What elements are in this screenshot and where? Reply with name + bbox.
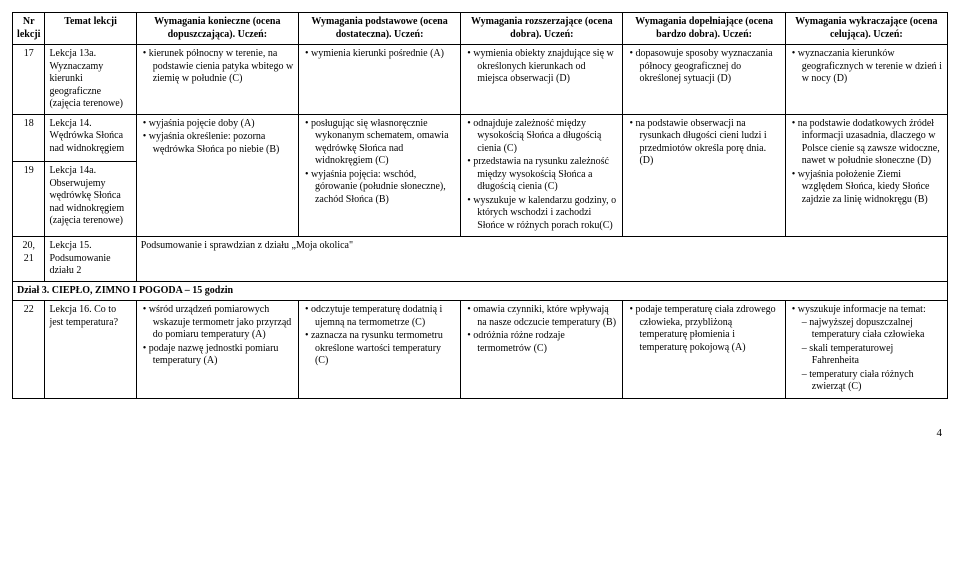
header-konieczne: Wymagania konieczne (ocena dopuszczająca… [136, 13, 298, 45]
requirements-table: Nr lekcji Temat lekcji Wymagania koniecz… [12, 12, 948, 399]
header-nr: Nr lekcji [13, 13, 45, 45]
cell-summary: Podsumowanie i sprawdzian z działu „Moja… [136, 237, 947, 282]
row-17: 17 Lekcja 13a. Wyznaczamy kierunki geogr… [13, 45, 948, 115]
header-temat: Temat lekcji [45, 13, 136, 45]
cell-temat: Lekcja 14a. Obserwujemy wędrówkę Słońca … [45, 162, 136, 237]
cell-ro: odnajduje zależność między wysokością Sł… [461, 114, 623, 237]
cell-nr: 20, 21 [13, 237, 45, 282]
section-label: Dział 3. CIEPŁO, ZIMNO I POGODA – 15 god… [13, 281, 948, 301]
row-22: 22 Lekcja 16. Co to jest temperatura? wś… [13, 301, 948, 399]
cell-temat: Lekcja 15. Podsumowanie działu 2 [45, 237, 136, 282]
cell-p: wymienia kierunki pośrednie (A) [298, 45, 460, 115]
row-2021: 20, 21 Lekcja 15. Podsumowanie działu 2 … [13, 237, 948, 282]
row-18: 18 Lekcja 14. Wędrówka Słońca nad widnok… [13, 114, 948, 162]
row-section3: Dział 3. CIEPŁO, ZIMNO I POGODA – 15 god… [13, 281, 948, 301]
cell-ro: wymienia obiekty znajdujące się w określ… [461, 45, 623, 115]
cell-nr: 18 [13, 114, 45, 162]
header-rozszerz: Wymagania rozszerzające (ocena dobra). U… [461, 13, 623, 45]
header-dopeln: Wymagania dopełniające (ocena bardzo dob… [623, 13, 785, 45]
cell-d: podaje temperaturę ciała zdrowego człowi… [623, 301, 785, 399]
cell-p: posługując się własnoręcznie wykonanym s… [298, 114, 460, 237]
cell-k: wyjaśnia pojęcie doby (A) wyjaśnia okreś… [136, 114, 298, 237]
cell-w: wyznaczania kierunków geograficznych w t… [785, 45, 947, 115]
cell-nr: 19 [13, 162, 45, 237]
header-wykracz: Wymagania wykraczające (ocena celująca).… [785, 13, 947, 45]
cell-w: wyszukuje informacje na temat: najwyższe… [785, 301, 947, 399]
cell-d: dopasowuje sposoby wyznaczania północy g… [623, 45, 785, 115]
cell-nr: 22 [13, 301, 45, 399]
cell-p: odczytuje temperaturę dodatnią i ujemną … [298, 301, 460, 399]
cell-ro: omawia czynniki, które wpływają na nasze… [461, 301, 623, 399]
cell-k: kierunek północny w terenie, na podstawi… [136, 45, 298, 115]
cell-k: wśród urządzeń pomiarowych wskazuje term… [136, 301, 298, 399]
cell-nr: 17 [13, 45, 45, 115]
header-row: Nr lekcji Temat lekcji Wymagania koniecz… [13, 13, 948, 45]
page-number: 4 [12, 427, 948, 439]
cell-temat: Lekcja 14. Wędrówka Słońca nad widnokręg… [45, 114, 136, 162]
cell-w: na podstawie dodatkowych źródeł informac… [785, 114, 947, 237]
header-podstawowe: Wymagania podstawowe (ocena dostateczna)… [298, 13, 460, 45]
cell-d: na podstawie obserwacji na rysunkach dłu… [623, 114, 785, 237]
cell-temat: Lekcja 13a. Wyznaczamy kierunki geografi… [45, 45, 136, 115]
cell-temat: Lekcja 16. Co to jest temperatura? [45, 301, 136, 399]
